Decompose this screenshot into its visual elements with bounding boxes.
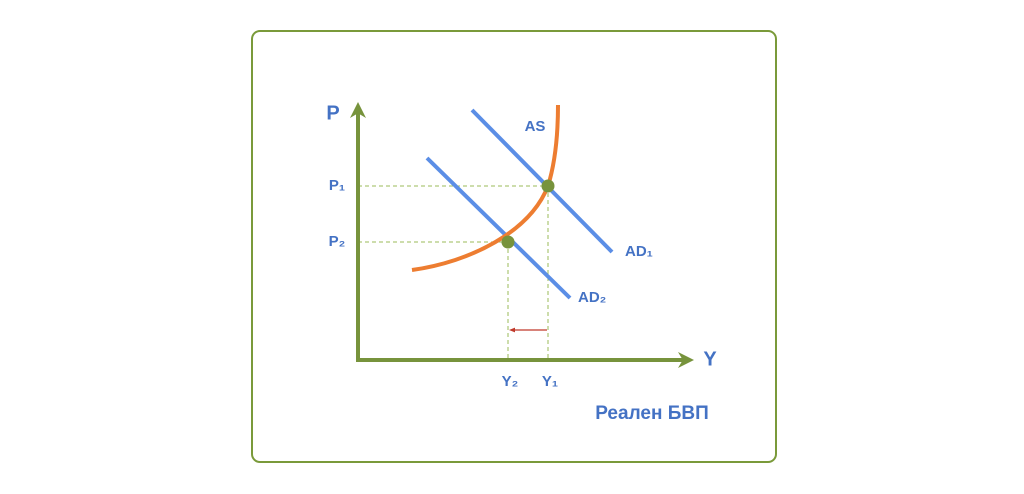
y1-label: Y₁: [542, 373, 558, 390]
p2-label: P₂: [329, 233, 346, 250]
ad2-line: [425, 156, 572, 300]
ad1-label: AD₁: [625, 243, 653, 260]
ad2-label: AD₂: [578, 289, 606, 306]
y-axis-label: P: [326, 102, 339, 124]
as-label: AS: [525, 118, 546, 135]
y2-label: Y₂: [502, 373, 519, 390]
caption: Реален БВП: [595, 403, 709, 424]
frame: [251, 30, 777, 463]
ad1-line: [470, 108, 614, 254]
guide-lines: [358, 185, 549, 360]
equilibrium-1: [541, 179, 555, 193]
x-axis-label: Y: [703, 348, 717, 370]
p1-label: P₁: [329, 177, 345, 194]
equilibrium-2: [501, 235, 515, 249]
as-curve: [411, 104, 560, 272]
